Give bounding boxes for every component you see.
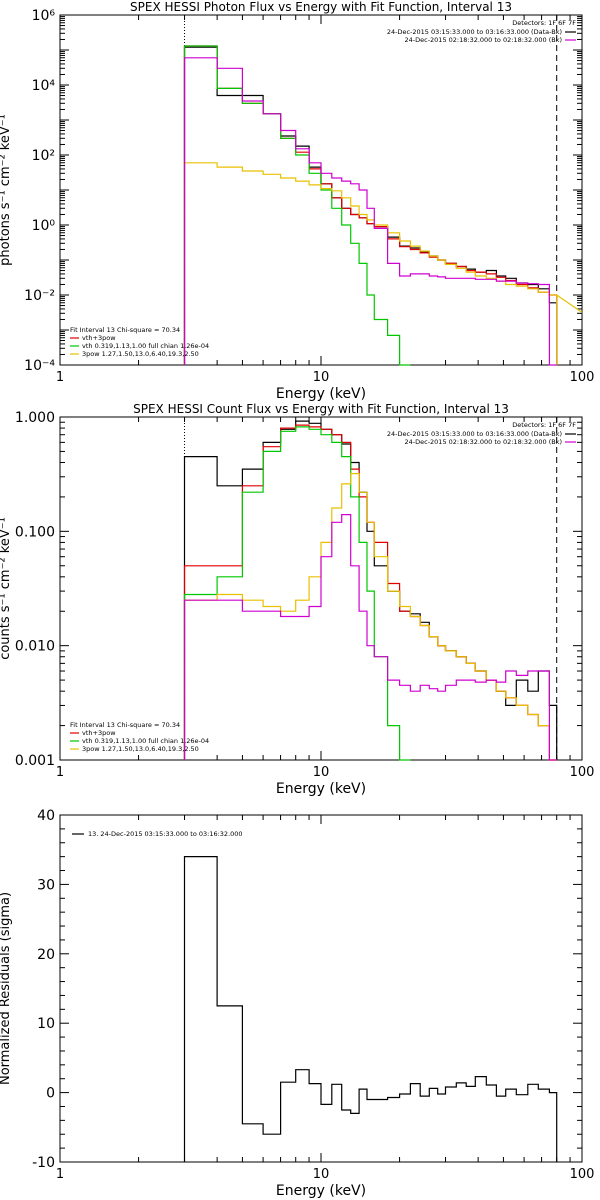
legend-entry-label: vth 0.319,1.13,1.00 full chian 1.26e-04 xyxy=(82,342,209,350)
x-axis-label: Energy (keV) xyxy=(276,1183,366,1199)
x-axis-label: Energy (keV) xyxy=(276,781,366,797)
series-vth xyxy=(183,45,411,366)
y-tick-label: 10⁻⁴ xyxy=(24,358,55,374)
x-axis-label: Energy (keV) xyxy=(276,386,366,402)
legend-entry-label: 3pow 1.27,1.50,13.0,6.40,19.3,2.50 xyxy=(82,350,199,358)
x-tick-label: 10 xyxy=(313,1167,330,1182)
legend-entry-label: 13. 24-Dec-2015 03:15:33.000 to 03:16:32… xyxy=(88,830,243,838)
series-3pow xyxy=(183,473,557,761)
x-tick-label: 1 xyxy=(56,765,64,780)
series-3pow xyxy=(183,162,558,365)
legend-entry-label: 3pow 1.27,1.50,13.0,6.40,19.3,2.50 xyxy=(82,745,199,753)
y-axis-label: photons s⁻¹ cm⁻² keV⁻¹ xyxy=(0,114,13,266)
y-tick-label: 0.100 xyxy=(15,524,55,540)
legend-entry-label: 24-Dec-2015 02:18:32.000 to 02:18:32.000… xyxy=(405,438,563,446)
y-axis-label: Normalized Residuals (sigma) xyxy=(0,892,13,1085)
y-tick-label: 40 xyxy=(37,808,55,824)
y-tick-label: 10⁻² xyxy=(24,288,55,304)
legend-bottom: Fit Interval 13 Chi-square = 70.34vth+3p… xyxy=(70,721,209,753)
legend-bottom: Fit Interval 13 Chi-square = 70.34vth+3p… xyxy=(70,326,209,358)
y-tick-label: -10 xyxy=(32,1155,55,1171)
x-tick-label: 100 xyxy=(570,370,595,385)
y-tick-label: 10⁴ xyxy=(32,78,56,94)
x-tick-label: 10 xyxy=(313,765,330,780)
y-tick-label: 10 xyxy=(37,1016,55,1032)
chart-3: 1 10 100 Energy (keV) -10 0 10 20 30 40 Normalized… xyxy=(0,808,594,1199)
plot-frame xyxy=(59,814,583,1163)
y-tick-label: 10⁰ xyxy=(32,218,56,234)
legend-header: Fit Interval 13 Chi-square = 70.34 xyxy=(70,326,180,334)
y-tick-label: 0.010 xyxy=(15,639,55,655)
legend-entry-label: 24-Dec-2015 02:18:32.000 to 02:18:32.000… xyxy=(405,36,563,44)
y-tick-label: 0 xyxy=(46,1086,55,1102)
y-axis-label: counts s⁻¹ cm⁻² keV⁻¹ xyxy=(0,517,13,660)
x-tick-label: 100 xyxy=(570,1167,595,1182)
legend-entry-label: vth+3pow xyxy=(82,729,116,737)
y-tick-label: 30 xyxy=(37,877,55,893)
series-vth-3pow xyxy=(183,45,558,365)
series-vth-3pow xyxy=(183,424,557,761)
legend-entry-label: 24-Dec-2015 03:15:33.000 to 03:16:33.000… xyxy=(387,430,562,438)
series-bk xyxy=(183,57,557,366)
legend: 13. 24-Dec-2015 03:15:33.000 to 03:16:32… xyxy=(72,830,243,838)
series-13 xyxy=(183,856,558,1162)
series-data-bk xyxy=(183,46,558,365)
series-tail xyxy=(556,294,583,313)
y-tick-label: 10² xyxy=(32,148,55,164)
legend-entry-label: 24-Dec-2015 03:15:33.000 to 03:16:33.000… xyxy=(387,28,562,36)
chart-title: SPEX HESSI Count Flux vs Energy with Fit… xyxy=(133,402,509,416)
chart-title: SPEX HESSI Photon Flux vs Energy with Fi… xyxy=(130,0,512,14)
y-tick-label: 20 xyxy=(37,947,55,963)
legend-entry-label: vth 0.319,1.13,1.00 full chian 1.26e-04 xyxy=(82,737,209,745)
y-tick-label: 10⁶ xyxy=(32,8,56,24)
legend-header: Detectors: 1F 6F 7F xyxy=(512,421,576,429)
x-tick-label: 100 xyxy=(570,765,595,780)
y-tick-label: 0.001 xyxy=(15,753,55,769)
legend-entry-label: vth+3pow xyxy=(82,334,116,342)
series-vth xyxy=(183,426,411,761)
chart-1: SPEX HESSI Photon Flux vs Energy with Fi… xyxy=(0,0,594,402)
x-tick-label: 10 xyxy=(313,370,330,385)
legend-header: Detectors: 1F 6F 7F xyxy=(512,19,576,27)
series-bk xyxy=(183,514,557,761)
chart-2: SPEX HESSI Count Flux vs Energy with Fit… xyxy=(0,402,594,797)
x-tick-label: 1 xyxy=(56,1167,64,1182)
x-tick-label: 1 xyxy=(56,370,64,385)
legend-header: Fit Interval 13 Chi-square = 70.34 xyxy=(70,721,180,729)
y-tick-label: 1.000 xyxy=(15,410,55,426)
